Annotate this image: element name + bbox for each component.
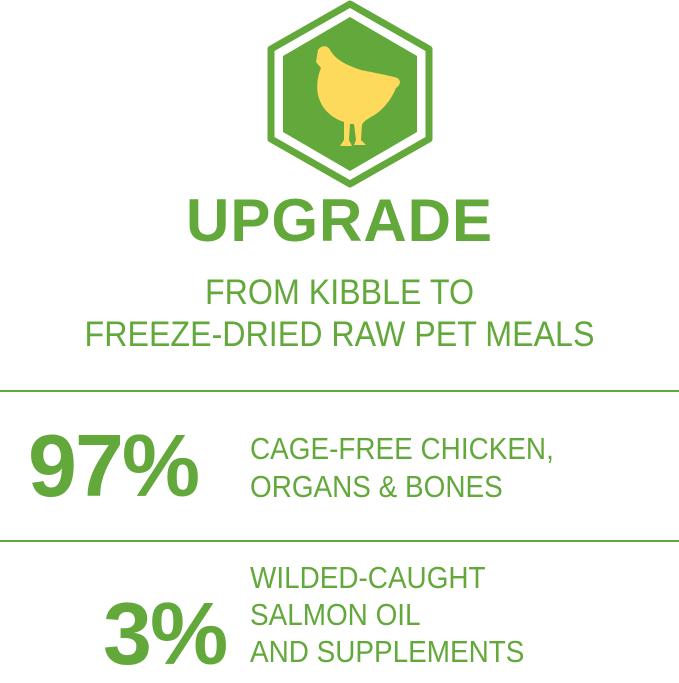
- stat-desc-salmon-line-1: WILDED-CAUGHT: [250, 560, 486, 595]
- divider: [0, 540, 679, 542]
- stat-value-chicken: 97%: [28, 416, 200, 515]
- stat-desc-salmon-line-2: SALMON OIL: [250, 597, 421, 632]
- stat-desc-salmon-line-3: AND SUPPLEMENTS: [250, 634, 525, 669]
- stat-desc-chicken-line-2: ORGANS & BONES: [250, 469, 503, 504]
- subtitle-line-2: FREEZE-DRIED RAW PET MEALS: [84, 315, 595, 354]
- stat-value-salmon: 3%: [103, 584, 228, 683]
- divider: [0, 390, 679, 392]
- chicken-badge: [267, 0, 433, 188]
- headline: UPGRADE: [185, 187, 494, 254]
- chicken-icon: [316, 46, 400, 146]
- subtitle-line-1: FROM KIBBLE TO: [204, 273, 474, 312]
- stat-desc-chicken-line-1: CAGE-FREE CHICKEN,: [250, 431, 554, 466]
